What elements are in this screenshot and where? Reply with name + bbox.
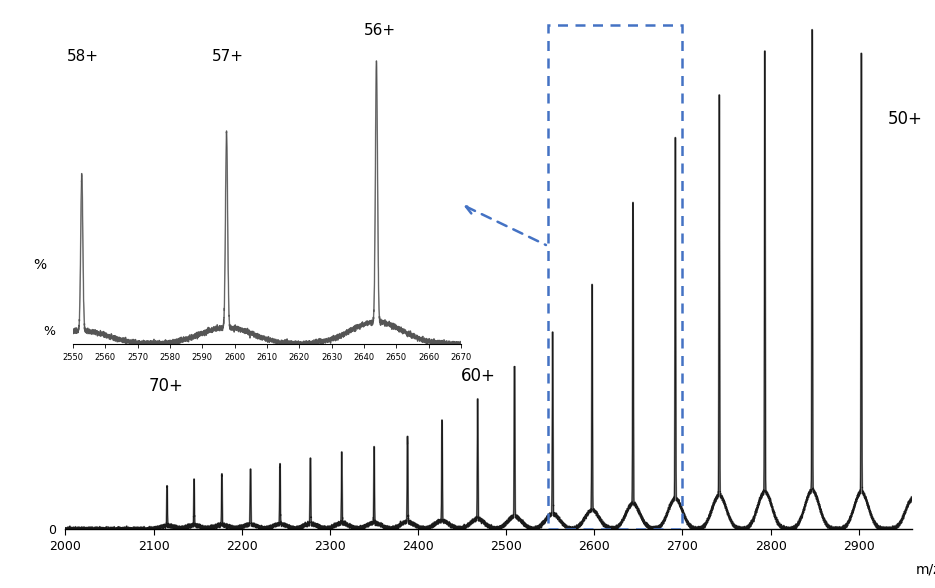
Text: %: % bbox=[43, 325, 55, 338]
Text: 70+: 70+ bbox=[149, 377, 183, 395]
Text: 57+: 57+ bbox=[212, 49, 244, 64]
Text: 50+: 50+ bbox=[888, 110, 923, 128]
X-axis label: m/z: m/z bbox=[915, 563, 935, 577]
Text: 56+: 56+ bbox=[364, 23, 396, 38]
Bar bbox=[549, 25, 683, 529]
Y-axis label: %: % bbox=[33, 258, 46, 272]
Text: 60+: 60+ bbox=[461, 367, 496, 385]
Text: 58+: 58+ bbox=[66, 49, 98, 64]
